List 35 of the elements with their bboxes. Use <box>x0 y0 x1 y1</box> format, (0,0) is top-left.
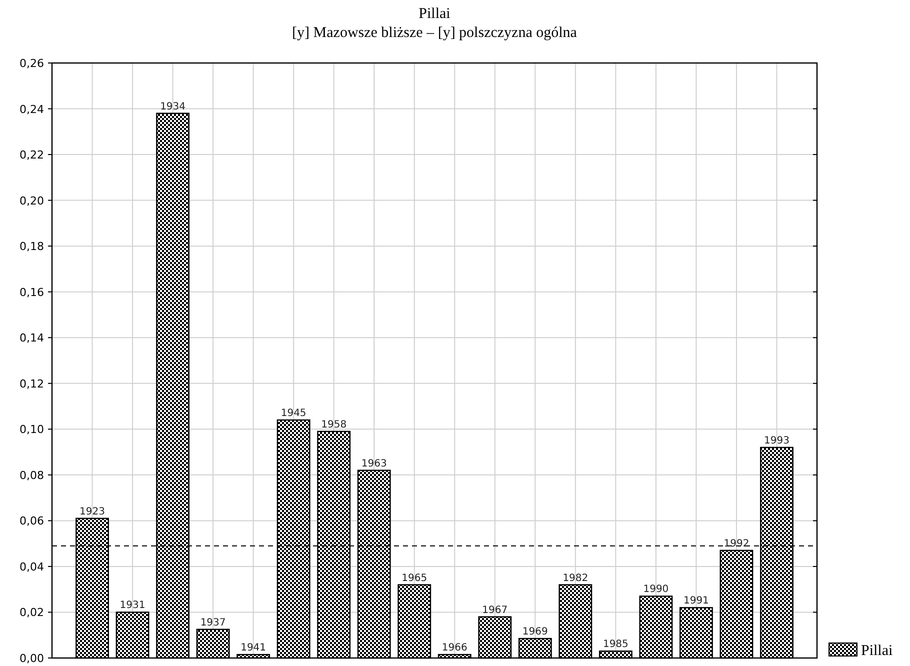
y-tick-label: 0,08 <box>20 468 44 482</box>
x-tick-label: 1945 <box>280 408 306 419</box>
x-tick-label: 1982 <box>562 572 588 584</box>
y-tick-label: 0,06 <box>20 514 44 528</box>
y-tick-label: 0,16 <box>20 286 44 299</box>
y-tick-label: 0,02 <box>20 606 44 620</box>
x-tick-label: 1991 <box>683 596 709 607</box>
x-tick-label: 1969 <box>522 626 548 638</box>
x-tick-label: 1985 <box>602 639 628 650</box>
chart-subtitle: [y] Mazowsze bliższe – [y] polszczyzna ogólna <box>292 25 578 41</box>
x-tick-label: 1937 <box>200 617 226 628</box>
y-tick-label: 0,20 <box>20 194 44 208</box>
y-tick-label: 0,12 <box>20 377 44 390</box>
x-tick-label: 1923 <box>80 506 105 518</box>
y-tick-label: 0,00 <box>20 652 44 665</box>
y-tick-label: 0,24 <box>20 102 44 116</box>
y-tick-label: 0,14 <box>20 332 44 345</box>
legend-label: Pillai <box>861 643 893 659</box>
x-tick-label: 1992 <box>724 538 750 550</box>
x-tick-label: 1990 <box>643 584 669 596</box>
y-tick-label: 0,04 <box>20 560 44 574</box>
y-tick-label: 0,10 <box>20 423 44 436</box>
y-tick-label: 0,18 <box>20 240 44 254</box>
y-tick-label: 0,22 <box>20 148 44 162</box>
x-tick-label: 1966 <box>442 642 468 654</box>
x-tick-label: 1941 <box>240 642 266 654</box>
x-tick-label: 1993 <box>764 435 790 446</box>
x-tick-label: 1963 <box>361 458 387 470</box>
x-tick-label: 1965 <box>402 572 428 584</box>
y-tick-label: 0,26 <box>20 57 44 70</box>
chart-title: Pillai <box>418 6 450 22</box>
x-tick-label: 1958 <box>321 419 347 430</box>
x-tick-label: 1931 <box>120 600 146 612</box>
x-tick-label: 1934 <box>160 101 186 112</box>
x-tick-label: 1967 <box>482 604 508 616</box>
